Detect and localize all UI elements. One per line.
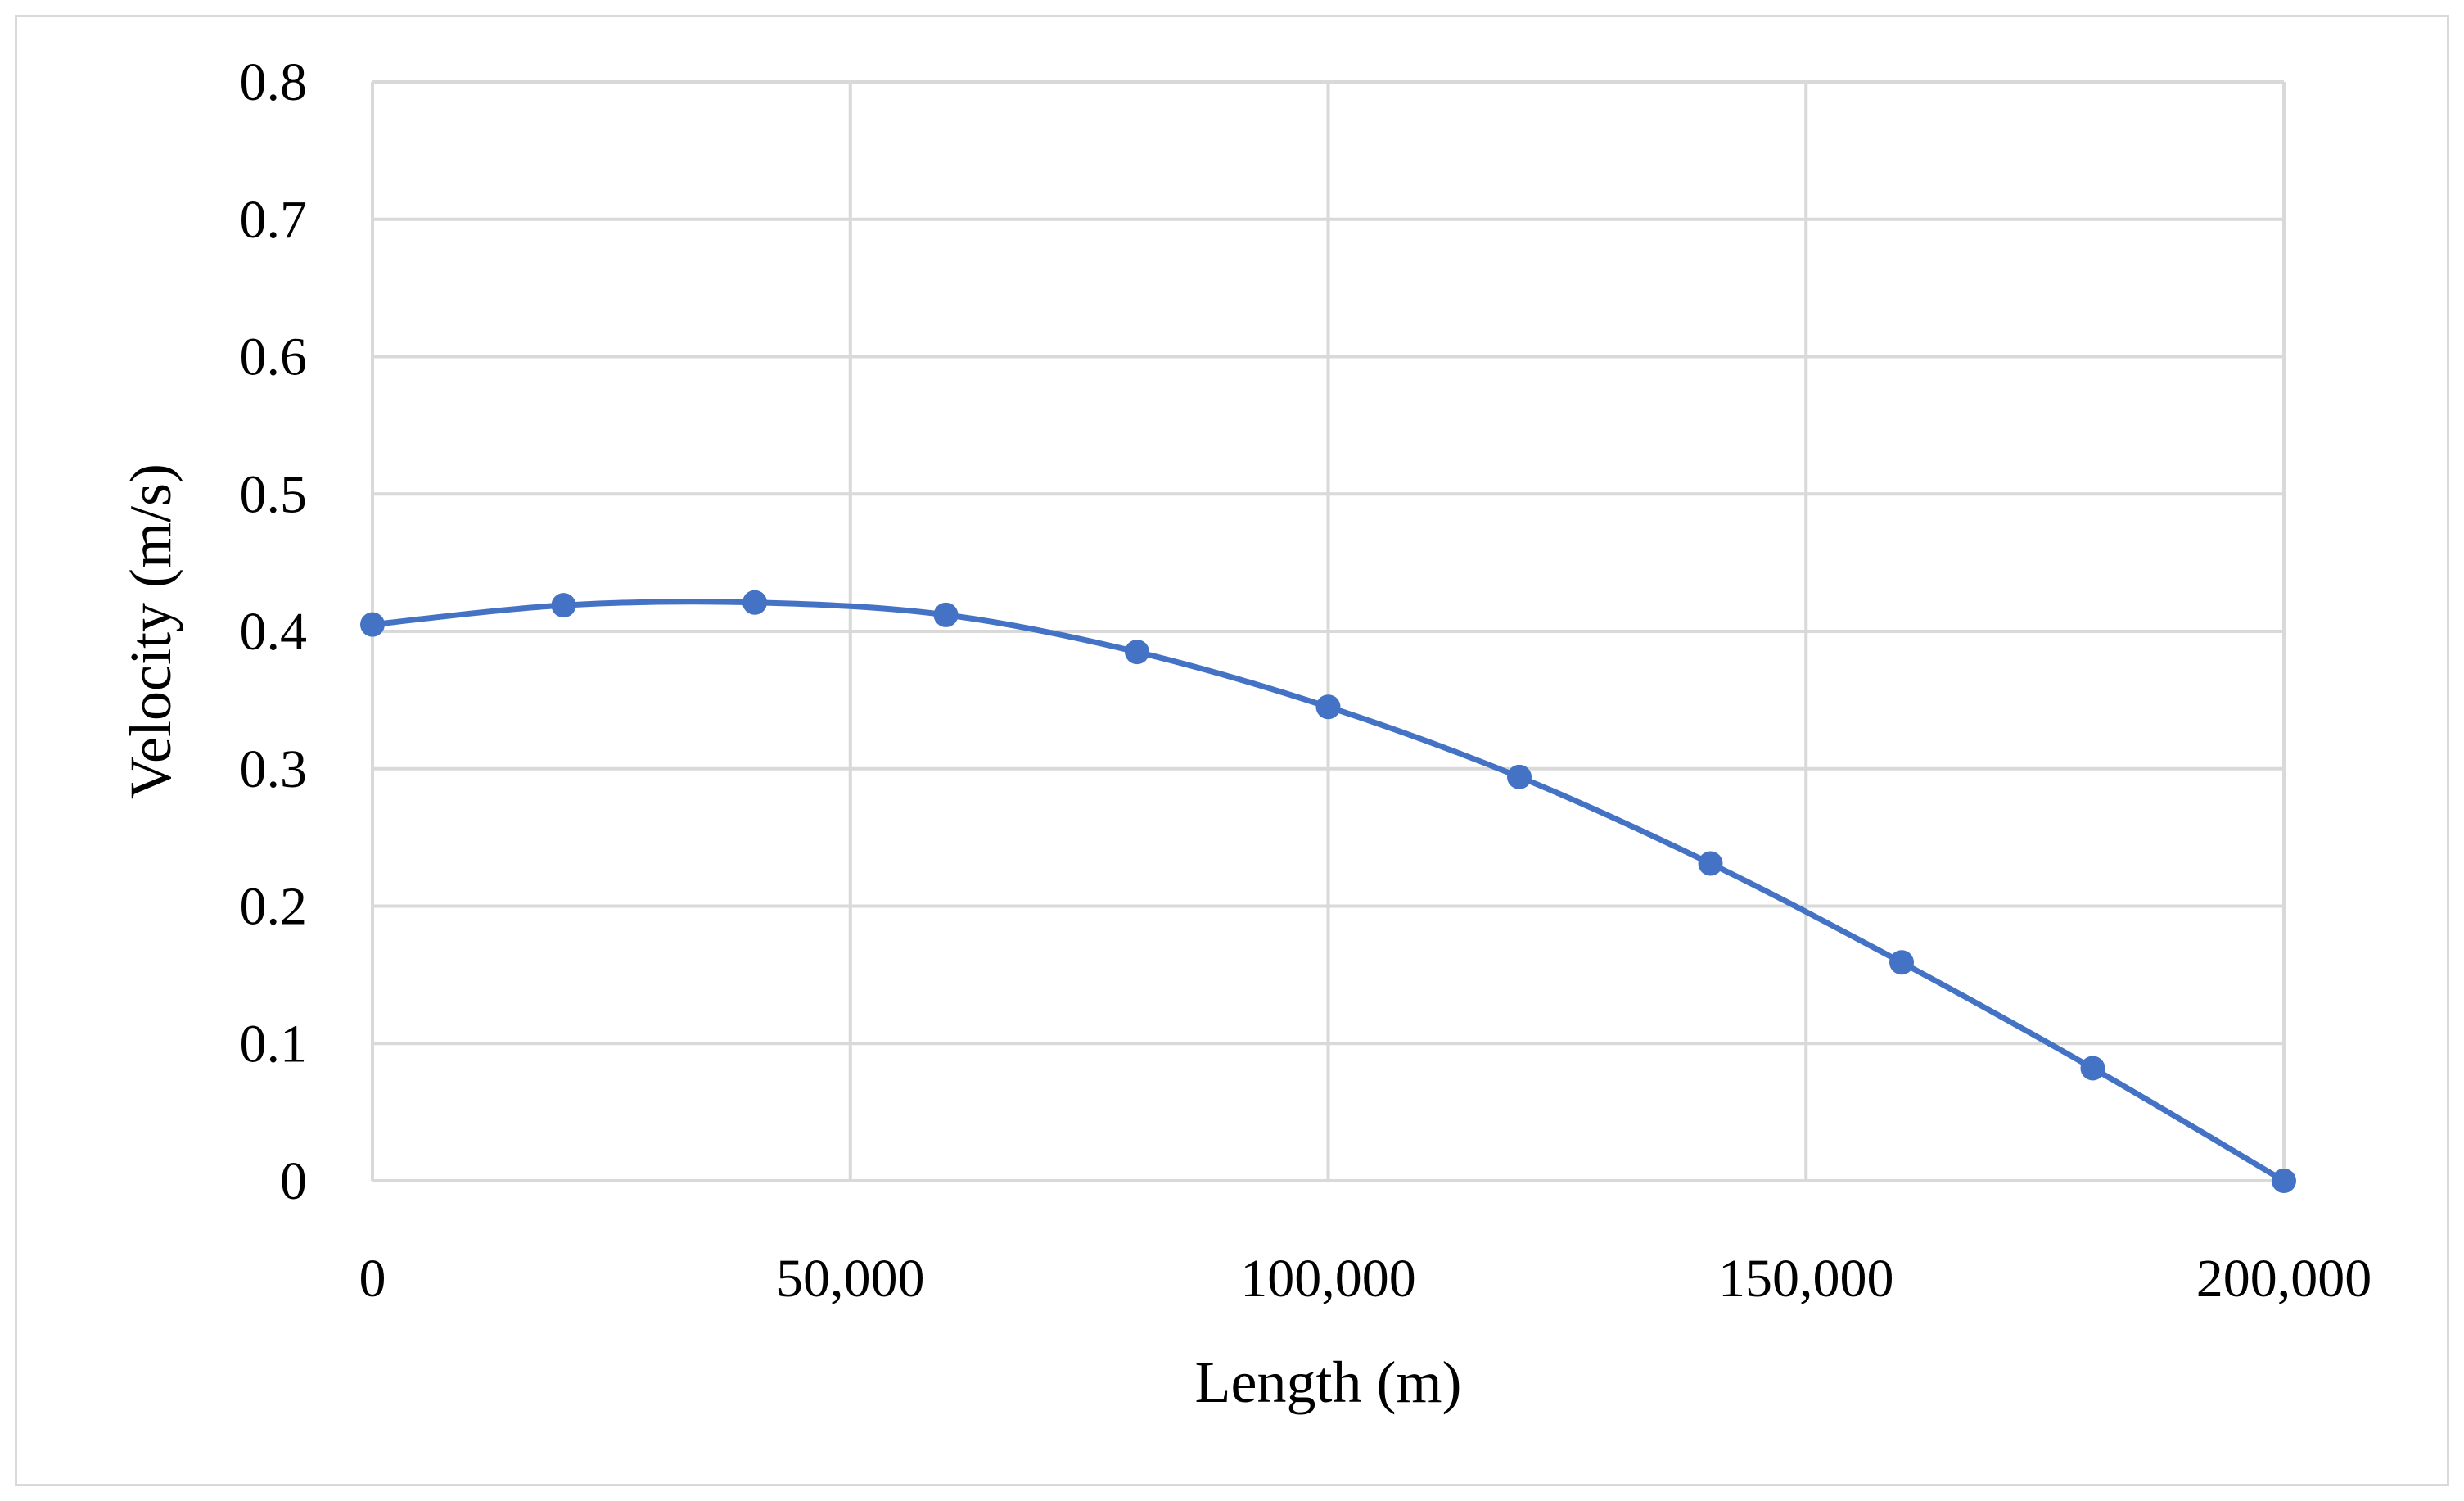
x-tick-label: 100,000 xyxy=(1240,1249,1416,1309)
data-point xyxy=(2272,1169,2296,1193)
data-point xyxy=(1698,851,1723,876)
series xyxy=(360,590,2296,1193)
x-axis-title: Length (m) xyxy=(1195,1350,1462,1415)
x-tick-label: 200,000 xyxy=(2196,1249,2372,1309)
data-point xyxy=(1507,764,1532,789)
data-point xyxy=(1315,694,1341,720)
data-point xyxy=(360,612,385,637)
y-tick-label: 0.4 xyxy=(240,602,308,662)
data-point xyxy=(933,602,959,627)
data-point xyxy=(551,593,576,618)
x-tick-label: 150,000 xyxy=(1718,1249,1894,1309)
data-point xyxy=(1125,640,1149,665)
data-point xyxy=(742,590,767,615)
y-tick-label: 0.6 xyxy=(240,328,308,387)
y-tick-label: 0.1 xyxy=(240,1014,308,1074)
x-tick-label: 0 xyxy=(359,1249,386,1309)
data-point xyxy=(1889,950,1914,975)
x-tick-label: 50,000 xyxy=(776,1249,925,1309)
data-point xyxy=(2080,1056,2105,1081)
tick-labels: 0 0.1 0.2 0.3 0.4 0.5 0.6 0.7 0.8 0 50,000 100,000 1… xyxy=(240,52,2372,1309)
series-line xyxy=(369,599,2287,1184)
y-tick-label: 0.7 xyxy=(240,190,308,250)
y-tick-label: 0.2 xyxy=(240,877,308,937)
chart-frame xyxy=(15,15,2449,1486)
y-tick-label: 0.5 xyxy=(240,464,308,524)
y-tick-label: 0.8 xyxy=(240,52,308,112)
y-axis-title: Velocity (m/s) xyxy=(118,463,183,799)
y-tick-label: 0 xyxy=(280,1151,307,1211)
y-tick-label: 0.3 xyxy=(240,739,308,799)
